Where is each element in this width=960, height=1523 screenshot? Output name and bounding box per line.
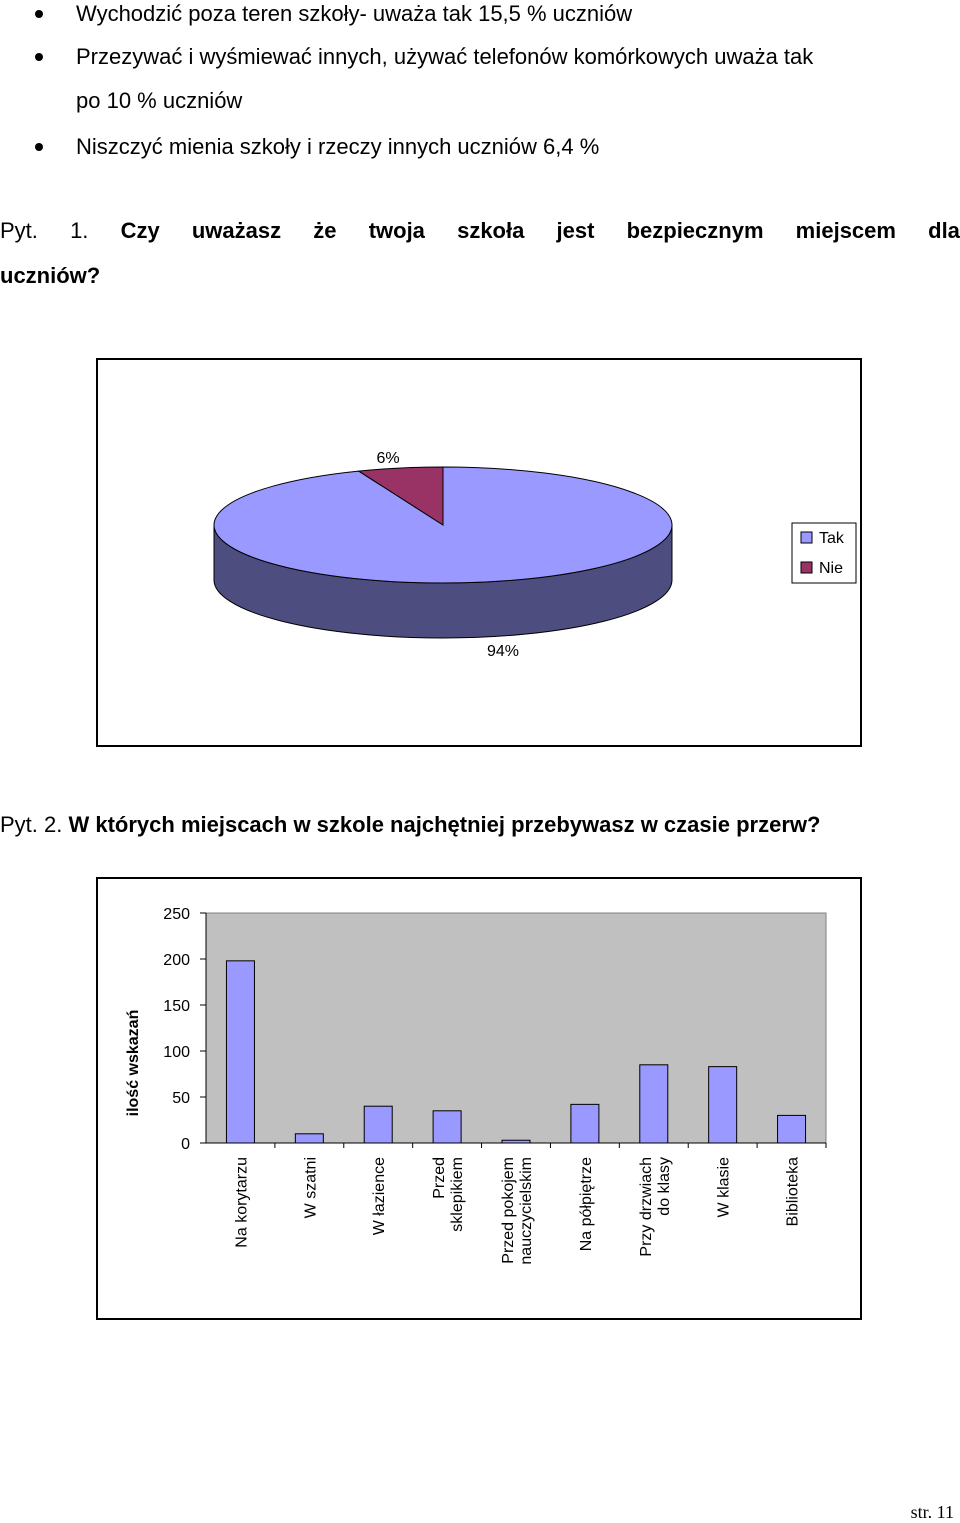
- bar: [432, 1110, 462, 1144]
- y-axis-title: ilość wskazań: [125, 1010, 142, 1117]
- pie-legend: Tak Nie: [791, 522, 857, 584]
- x-tick-label-line: do klasy: [656, 1157, 673, 1216]
- bar: [363, 1105, 393, 1144]
- pie-data-label-nie: 6%: [376, 450, 399, 467]
- question-prefix: Pyt.: [0, 218, 38, 243]
- bullet-icon: [35, 10, 43, 18]
- bullet-text: Niszczyć mienia szkoły i rzeczy innych u…: [76, 134, 600, 159]
- pie-chart-frame: 6% 94% Tak Nie: [96, 358, 862, 747]
- x-tick-label: Biblioteka: [785, 1157, 802, 1226]
- bar: [570, 1103, 600, 1144]
- x-tick-label-line: nauczycielskim: [518, 1157, 535, 1265]
- bullet-icon: [35, 143, 43, 151]
- question-word: jest: [556, 218, 595, 243]
- pie-legend-label: Nie: [819, 560, 843, 577]
- pie-slice-tak: [213, 466, 673, 584]
- x-tick-label-line: Na korytarzu: [233, 1157, 250, 1248]
- question-word: szkoła: [457, 218, 525, 243]
- question-1-heading: Pyt. 1. Czy uważasz że twoja szkoła jest…: [0, 218, 960, 244]
- question-2-heading: Pyt. 2. W których miejscach w szkole naj…: [0, 812, 820, 838]
- question-prefix: Pyt. 2.: [0, 812, 63, 837]
- y-tick-label: 200: [163, 952, 190, 969]
- pie-legend-swatch: [800, 561, 813, 574]
- pie-legend-swatch: [800, 531, 813, 544]
- bar: [225, 960, 255, 1144]
- x-tick-label: Na półpiętrze: [578, 1157, 595, 1251]
- y-tick-label: 0: [181, 1136, 190, 1153]
- question-text: W których miejscach w szkole najchętniej…: [68, 812, 821, 837]
- question-word: uczniów?: [0, 263, 101, 288]
- x-tick-label-line: Przy drzwiach: [638, 1157, 655, 1257]
- x-tick-label: Przy drzwiach do klasy: [638, 1157, 673, 1257]
- x-tick-label: Na korytarzu: [233, 1157, 250, 1248]
- pie-legend-label: Tak: [819, 530, 845, 547]
- question-word: Czy: [120, 218, 160, 243]
- x-tick-label: W szatni: [302, 1157, 319, 1218]
- x-tick-label: W klasie: [716, 1157, 733, 1218]
- pie-chart: 6% 94% Tak Nie: [213, 450, 857, 660]
- question-word: miejscem: [795, 218, 896, 243]
- x-tick-label: W łazience: [371, 1157, 388, 1235]
- y-tick-label: 50: [172, 1090, 190, 1107]
- bullet-text: po 10 % uczniów: [76, 88, 243, 113]
- question-word: twoja: [368, 218, 425, 243]
- bar: [501, 1139, 531, 1144]
- question-1-continuation: uczniów?: [0, 263, 100, 289]
- x-tick-label-line: Biblioteka: [785, 1157, 802, 1226]
- x-tick-label-line: Na półpiętrze: [578, 1157, 595, 1251]
- bar: [777, 1114, 807, 1144]
- question-word: bezpiecznym: [626, 218, 764, 243]
- pie-slice-nie: [357, 466, 444, 526]
- x-tick-label: Przed pokojem nauczycielskim: [500, 1157, 535, 1265]
- pie-data-label-tak: 94%: [487, 643, 519, 660]
- x-tick-label-line: Przed pokojem: [500, 1157, 517, 1264]
- x-tick-label-line: W klasie: [716, 1157, 733, 1218]
- bar-chart-frame: 0 50 100 150 200 250 ilość wskazań Na korytarzu…: [96, 877, 862, 1320]
- x-tick-label-line: W łazience: [371, 1157, 388, 1235]
- x-tick-label: Przed sklepikiem: [431, 1157, 466, 1232]
- question-number: 1.: [70, 218, 89, 243]
- y-tick-label: 150: [163, 998, 190, 1015]
- bar-chart: 0 50 100 150 200 250 ilość wskazań Na korytarzu…: [125, 906, 827, 1265]
- bullet-text: Przezywać i wyśmiewać innych, używać tel…: [76, 44, 814, 69]
- question-word: uważasz: [191, 218, 282, 243]
- bullet-text: Wychodzić poza teren szkoły- uważa tak 1…: [76, 1, 633, 26]
- x-tick-label-line: W szatni: [302, 1157, 319, 1218]
- bullet-icon: [35, 53, 43, 61]
- page-number: str. 11: [910, 1502, 954, 1522]
- y-tick-label: 100: [163, 1044, 190, 1061]
- question-word: dla: [928, 218, 960, 243]
- bar: [294, 1133, 324, 1144]
- bar: [639, 1064, 669, 1144]
- x-tick-label-line: Przed: [431, 1157, 448, 1199]
- y-tick-label: 250: [163, 906, 190, 923]
- bar: [708, 1066, 738, 1144]
- x-tick-label-line: sklepikiem: [449, 1157, 466, 1232]
- question-word: że: [313, 218, 337, 243]
